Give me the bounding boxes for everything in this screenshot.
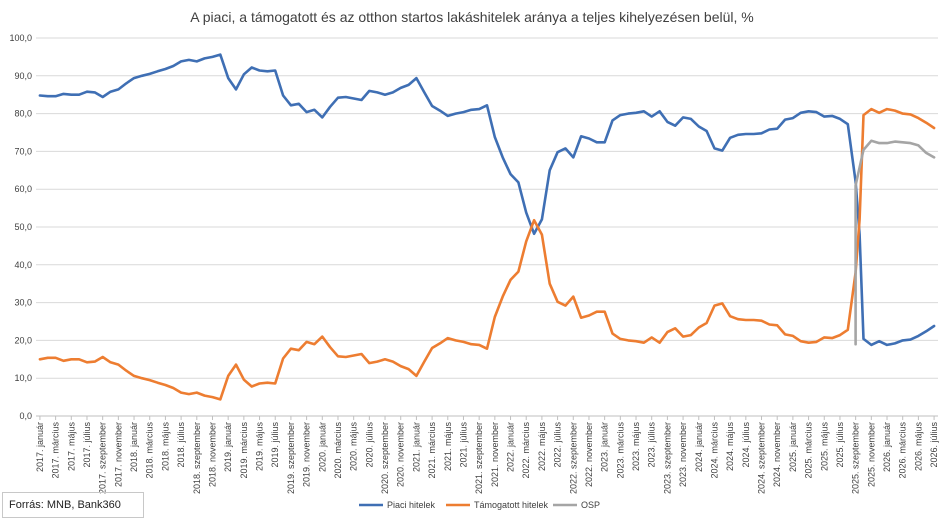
x-tick-label: 2023. szeptember [662,422,672,494]
x-tick-label: 2022. július [553,422,563,468]
x-tick-label: 2018. március [145,422,155,479]
x-tick-label: 2019. március [239,422,249,479]
x-tick-label: 2024. szeptember [757,422,767,494]
x-tick-label: 2021. május [443,422,453,472]
series-line-1 [38,107,936,401]
x-tick-label: 2025. május [819,422,829,472]
x-tick-label: 2025. szeptember [851,422,861,494]
x-tick-label: 2018. július [176,422,186,468]
x-tick-label: 2024. március [709,422,719,479]
x-tick-label: 2025. július [835,422,845,468]
legend-label: OSP [581,500,600,510]
x-tick-label: 2018. november [207,422,217,487]
x-tick-label: 2021. július [458,422,468,468]
chart-title: A piaci, a támogatott és az otthon start… [190,9,753,25]
y-tick-label: 30,0 [14,298,32,308]
x-tick-label: 2017. július [82,422,92,468]
x-tick-label: 2020. március [333,422,343,479]
x-tick-label: 2022. január [506,422,516,472]
x-tick-label: 2019. szeptember [286,422,296,494]
x-tick-label: 2025. november [866,422,876,487]
x-tick-label: 2017. január [35,422,45,472]
x-tick-label: 2023. május [631,422,641,472]
x-tick-label: 2018. május [160,422,170,472]
y-tick-label: 20,0 [14,335,32,345]
x-tick-label: 2022. november [584,422,594,487]
x-tick-label: 2025. január [788,422,798,472]
x-tick-label: 2024. július [741,422,751,468]
x-tick-label: 2019. július [270,422,280,468]
series-line-2 [854,139,936,346]
x-tick-label: 2023. március [615,422,625,479]
x-tick-label: 2020. május [349,422,359,472]
gridlines [36,37,938,417]
x-tick-label: 2018. január [129,422,139,472]
x-tick-label: 2020. szeptember [380,422,390,494]
x-tick-label: 2026. május [913,422,923,472]
y-axis-tick-labels: 0,0 10,0 20,0 30,0 40,0 50,0 60,0 70,0 80,0 90,0 1… [9,33,32,421]
y-tick-label: 60,0 [14,184,32,194]
x-tick-label: 2024. november [772,422,782,487]
y-tick-label: 10,0 [14,373,32,383]
x-tick-label: 2026. július [929,422,939,468]
x-tick-label: 2025. március [804,422,814,479]
x-tick-label: 2022. május [537,422,547,472]
x-tick-label: 2017. május [66,422,76,472]
x-tick-label: 2026. január [882,422,892,472]
x-tick-label: 2021. január [411,422,421,472]
y-tick-label: 90,0 [14,71,32,81]
y-tick-label: 50,0 [14,222,32,232]
legend-label: Támogatott hitelek [474,500,549,510]
x-tick-label: 2018. szeptember [192,422,202,494]
y-tick-label: 100,0 [9,33,32,43]
x-tick-label: 2017. március [51,422,61,479]
x-tick-label: 2024. május [725,422,735,472]
x-tick-label: 2017. szeptember [98,422,108,494]
y-tick-label: 70,0 [14,146,32,156]
x-tick-label: 2024. január [694,422,704,472]
x-tick-label: 2019. május [255,422,265,472]
x-tick-label: 2022. március [521,422,531,479]
legend: Piaci hitelek Támogatott hitelek OSP [359,500,600,510]
source-note: Forrás: MNB, Bank360 [2,492,144,518]
x-tick-label: 2019. november [302,422,312,487]
legend-label: Piaci hitelek [387,500,436,510]
y-tick-label: 80,0 [14,109,32,119]
x-tick-label: 2021. március [427,422,437,479]
x-tick-label: 2022. szeptember [568,422,578,494]
x-tick-label: 2017. november [113,422,123,487]
y-tick-label: 40,0 [14,260,32,270]
x-tick-label: 2023. január [600,422,610,472]
series-line-0 [38,53,936,347]
x-tick-label: 2021. november [490,422,500,487]
series-lines [38,53,936,401]
x-tick-label: 2023. november [678,422,688,487]
x-tick-label: 2026. március [898,422,908,479]
y-tick-label: 0,0 [19,411,32,421]
x-tick-label: 2020. július [364,422,374,468]
x-tick-label: 2019. január [223,422,233,472]
x-tick-label: 2020. november [396,422,406,487]
x-tick-label: 2021. szeptember [474,422,484,494]
x-axis-tick-labels: 2017. január 2017. március 2017. május 2017… [35,416,939,494]
x-tick-label: 2020. január [317,422,327,472]
x-tick-label: 2023. július [647,422,657,468]
